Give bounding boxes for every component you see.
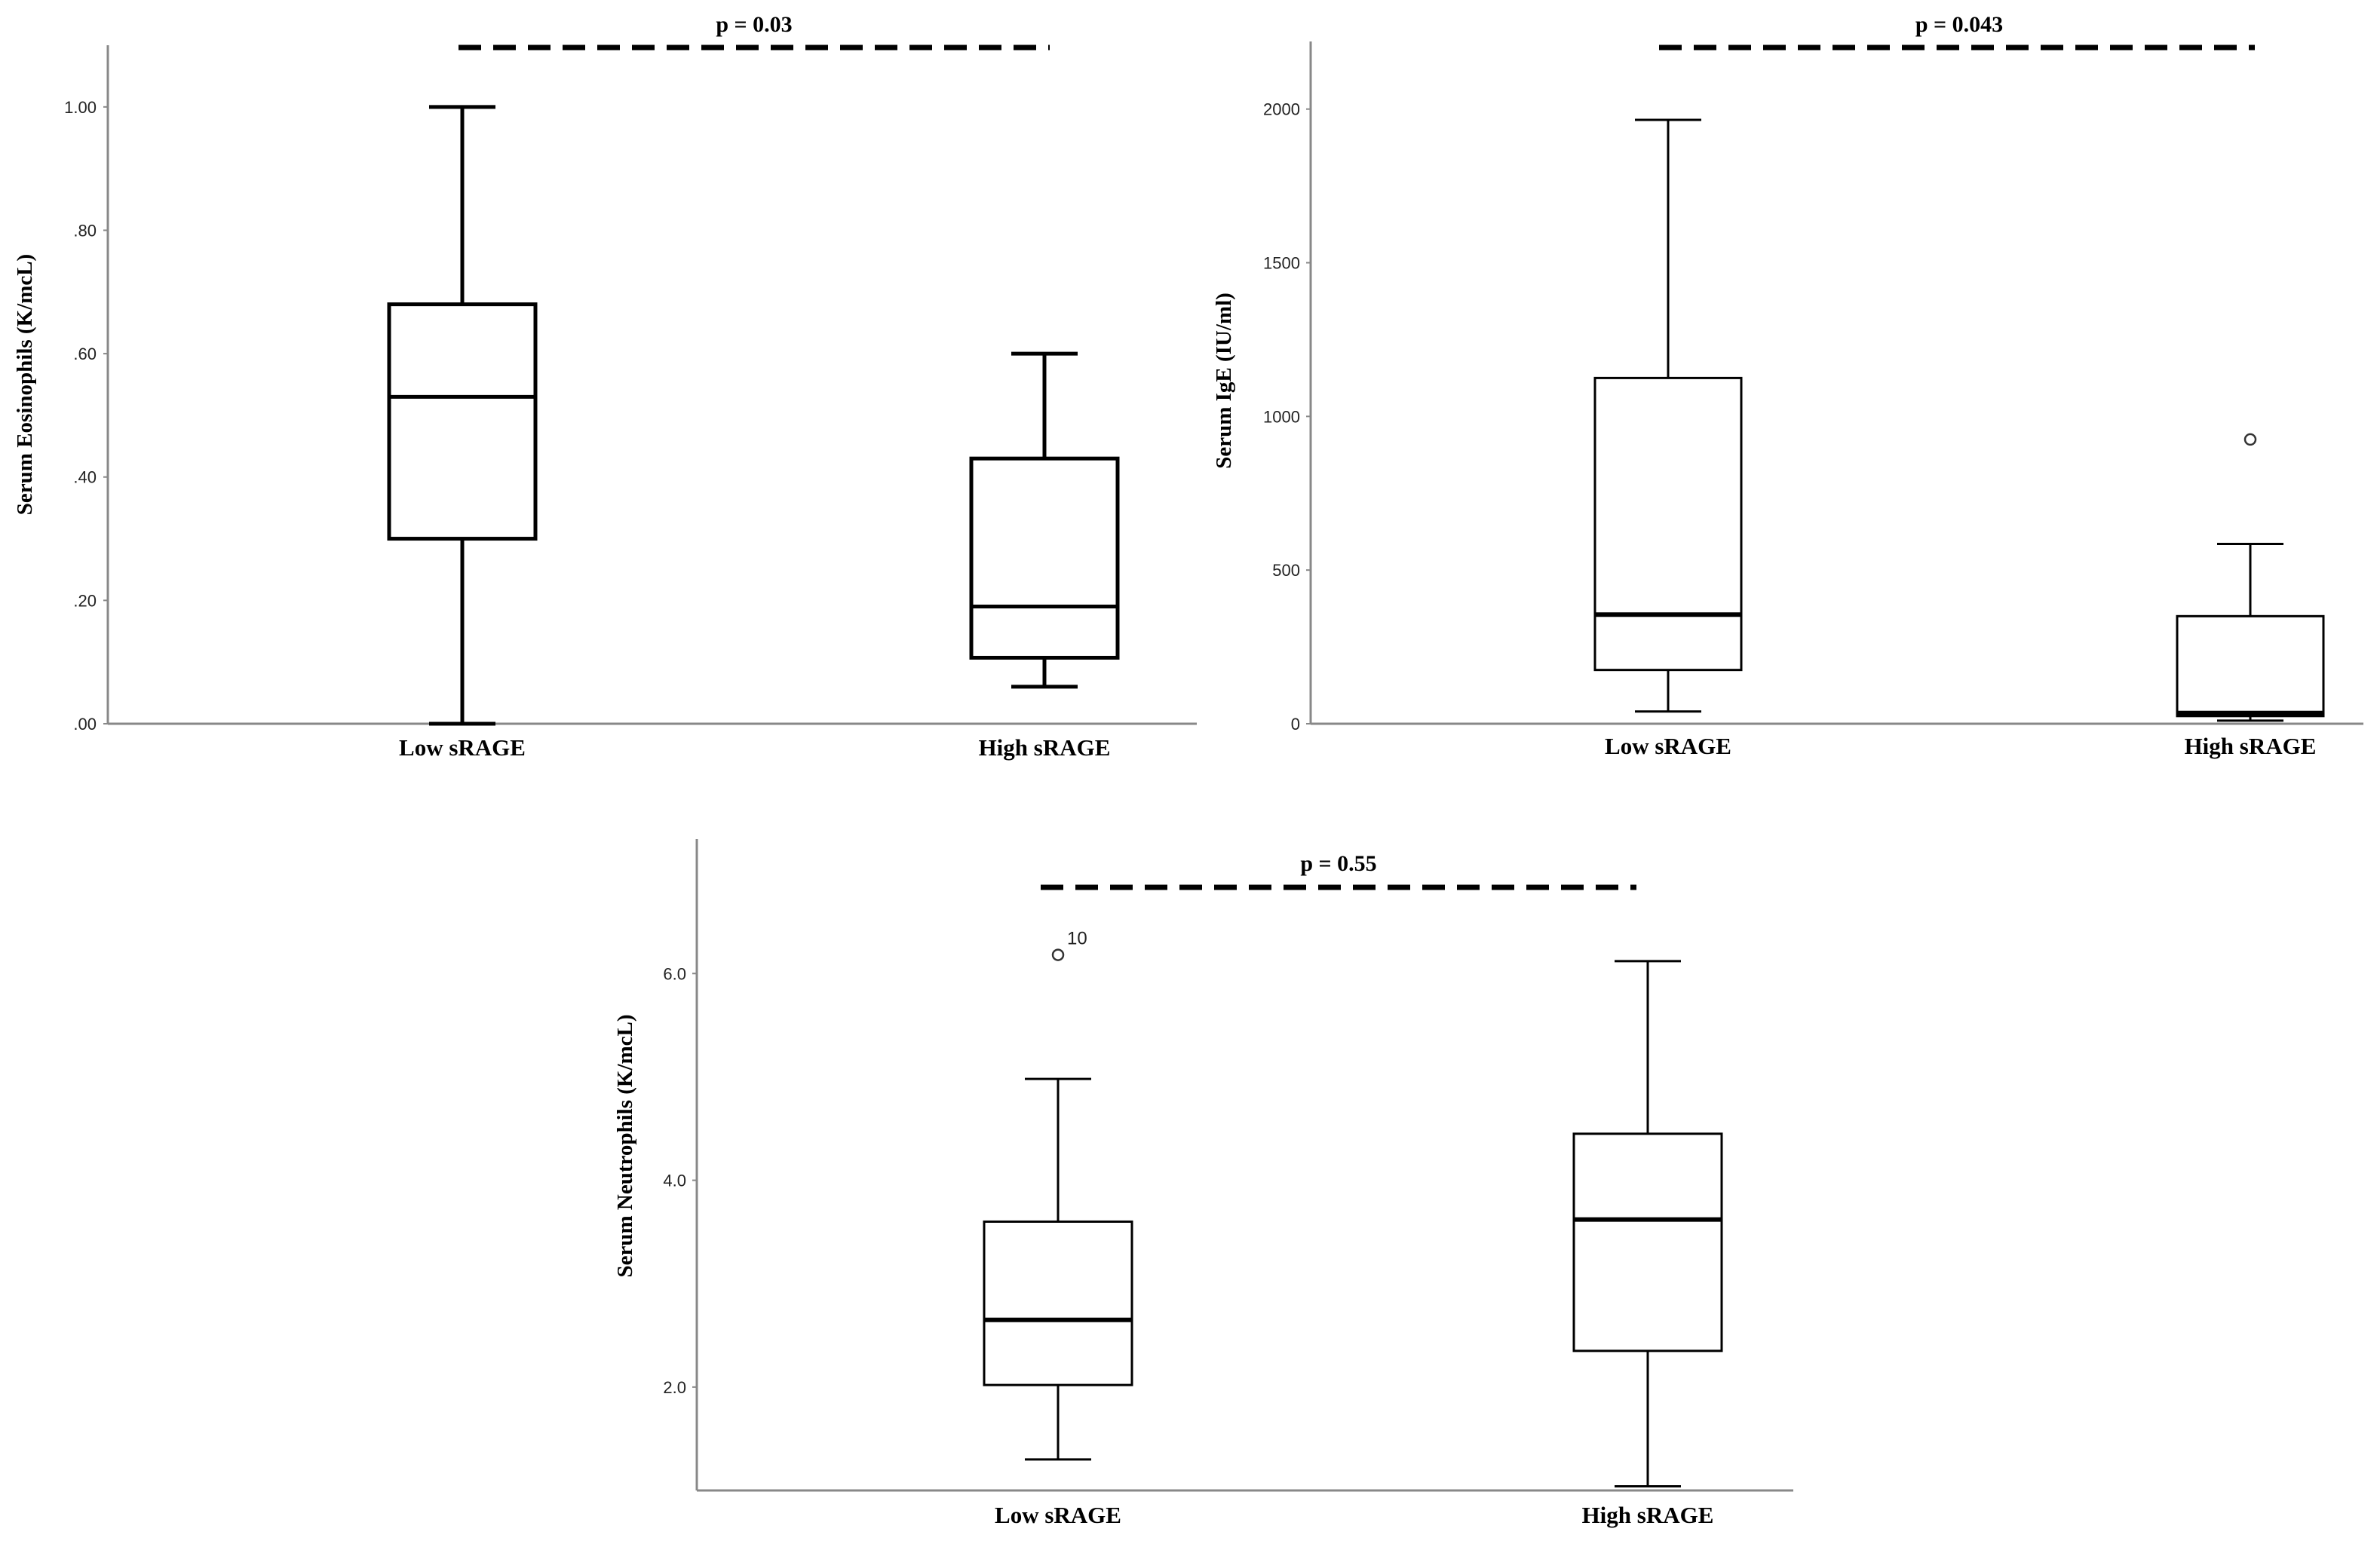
p-value-label: p = 0.03: [716, 12, 792, 37]
y-tick-labels: 0 500 1000 1500 2000: [1263, 100, 1311, 734]
y-tick-label: 2000: [1263, 100, 1300, 119]
box-series: 10: [983, 929, 1723, 1488]
y-tick-label: 500: [1272, 561, 1300, 580]
y-tick-label: .40: [73, 468, 97, 487]
y-tick-label: .00: [73, 715, 97, 734]
panel-eosinophils: Serum Eosinophils (K/mcL) .00 .20 .40 .60 .8…: [13, 12, 1197, 761]
y-tick-label: 1000: [1263, 407, 1300, 426]
box-low-srage: [387, 105, 538, 726]
y-tick-label: 2.0: [663, 1378, 686, 1397]
category-label: High sRAGE: [1582, 1502, 1714, 1528]
category-label: Low sRAGE: [399, 734, 526, 761]
iqr-box: [387, 302, 538, 541]
box-low-srage: 10: [983, 929, 1133, 1461]
box-series: [1593, 118, 2325, 722]
y-tick-label: .80: [73, 221, 97, 240]
y-tick-label: 0: [1291, 715, 1300, 734]
category-label: High sRAGE: [2185, 733, 2317, 759]
box-low-srage: [1593, 118, 1743, 713]
y-tick-label: .20: [73, 591, 97, 610]
y-tick-labels: .00 .20 .40 .60 .80 1.00: [64, 98, 108, 734]
iqr-box: [969, 456, 1120, 660]
y-axis-title: Serum IgE (IU/ml): [1212, 293, 1236, 469]
iqr-box: [1593, 376, 1743, 672]
outlier-point: [2244, 433, 2257, 446]
y-tick-label: 4.0: [663, 1172, 686, 1190]
y-tick-label: .60: [73, 345, 97, 363]
outlier-point: [1051, 948, 1065, 961]
y-axis-title: Serum Eosinophils (K/mcL): [13, 254, 37, 515]
y-tick-label: 6.0: [663, 964, 686, 983]
p-value-label: p = 0.043: [1915, 12, 2003, 37]
y-axis-title: Serum Neutrophils (K/mcL): [613, 1014, 637, 1277]
iqr-box: [983, 1220, 1133, 1386]
panel-ige: Serum IgE (IU/ml) 0 500 1000 1500 2000 Low s…: [1212, 12, 2363, 759]
iqr-box: [2176, 614, 2325, 718]
y-tick-labels: 2.0 4.0 6.0: [663, 964, 697, 1397]
iqr-box: [1572, 1132, 1723, 1352]
box-high-srage: [969, 351, 1120, 689]
p-value-label: p = 0.55: [1300, 851, 1376, 876]
outlier-label: 10: [1067, 929, 1087, 949]
y-tick-label: 1.00: [64, 98, 97, 117]
panel-neutrophils: Serum Neutrophils (K/mcL) 2.0 4.0 6.0 10 L…: [613, 839, 1793, 1528]
category-label: Low sRAGE: [1605, 733, 1731, 759]
category-label: Low sRAGE: [995, 1502, 1121, 1528]
box-series: [387, 105, 1120, 726]
box-high-srage: [1572, 960, 1723, 1488]
y-tick-label: 1500: [1263, 254, 1300, 273]
category-label: High sRAGE: [979, 734, 1111, 761]
box-high-srage: [2176, 433, 2325, 722]
